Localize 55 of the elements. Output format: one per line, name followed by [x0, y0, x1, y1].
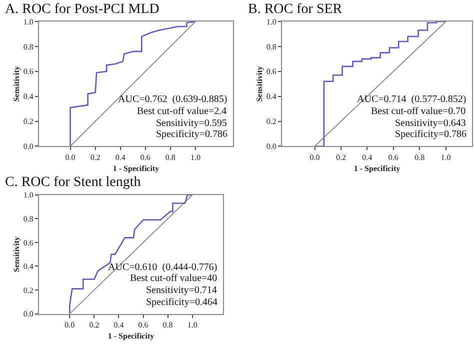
annotation: Sensitivity=0.595	[156, 118, 227, 129]
y-axis-title: Sensitivity	[12, 236, 22, 272]
y-tick-label: 0.2	[23, 286, 34, 295]
y-tick-label: 0.0	[23, 142, 34, 152]
y-tick-label: 0.8	[266, 42, 276, 52]
x-tick-label: 0.2	[89, 320, 100, 330]
x-tick-label: 0.8	[414, 152, 425, 162]
x-tick-label: 0.4	[115, 152, 126, 162]
y-tick-label: 1.0	[23, 190, 34, 200]
x-tick-label: 1.0	[440, 152, 451, 162]
x-tick-label: 0.6	[138, 320, 148, 330]
annotation: AUC=0.762 (0.639-0.885)	[118, 94, 228, 105]
x-tick-label: 0.6	[388, 152, 398, 162]
x-tick-label: 1.0	[190, 152, 200, 162]
x-axis-title: 1 - Specificity	[108, 331, 154, 340]
annotation: Specificity=0.786	[156, 129, 228, 140]
y-axis-title: Sensitivity	[12, 66, 22, 102]
annotation: Sensitivity=0.643	[395, 118, 466, 129]
y-tick-label: 0.4	[266, 92, 276, 102]
y-tick-label: 0.2	[266, 117, 276, 126]
x-tick-label: 0.4	[362, 152, 372, 162]
y-tick-label: 0.6	[23, 238, 34, 248]
x-tick-label: 0.8	[162, 320, 173, 330]
annotation: Best cut-off value=0.70	[371, 106, 466, 117]
x-axis-title: 1 - Specificity	[112, 164, 160, 173]
y-tick-label: 0.8	[23, 42, 34, 52]
annotation: Best cut-off value=2.4	[137, 106, 227, 117]
chart-title: A. ROC for Post-PCI MLD	[5, 2, 160, 17]
annotation: Specificity=0.786	[395, 129, 466, 140]
x-tick-label: 0.8	[165, 152, 176, 162]
x-tick-label: 0.0	[65, 152, 76, 162]
annotation: Best cut-off value=40	[130, 273, 218, 284]
x-axis-title: 1 - Specificity	[354, 164, 400, 173]
y-tick-label: 0.2	[23, 117, 34, 126]
x-tick-label: 1.0	[187, 320, 198, 330]
y-tick-label: 0.6	[23, 67, 34, 76]
x-tick-label: 0.6	[140, 152, 150, 162]
y-tick-label: 1.0	[23, 17, 34, 26]
x-tick-label: 0.2	[90, 152, 100, 162]
y-axis-title: Sensitivity	[255, 66, 264, 102]
chart-title: C. ROC for Stent length	[5, 175, 141, 190]
y-tick-label: 1.0	[266, 17, 276, 26]
x-tick-label: 0.4	[114, 320, 124, 330]
annotation: Sensitivity=0.714	[146, 285, 217, 296]
y-tick-label: 0.0	[266, 142, 276, 152]
chart-title: B. ROC for SER	[248, 2, 343, 17]
x-tick-label: 0.0	[310, 152, 320, 162]
y-tick-label: 0.4	[23, 92, 34, 102]
y-tick-label: 0.0	[23, 310, 34, 319]
x-tick-label: 0.2	[336, 152, 346, 162]
y-tick-label: 0.4	[23, 262, 34, 272]
annotation: Specificity=0.464	[146, 297, 218, 308]
y-tick-label: 0.6	[266, 67, 276, 76]
x-tick-label: 0.0	[64, 320, 75, 330]
y-tick-label: 0.8	[23, 214, 34, 224]
